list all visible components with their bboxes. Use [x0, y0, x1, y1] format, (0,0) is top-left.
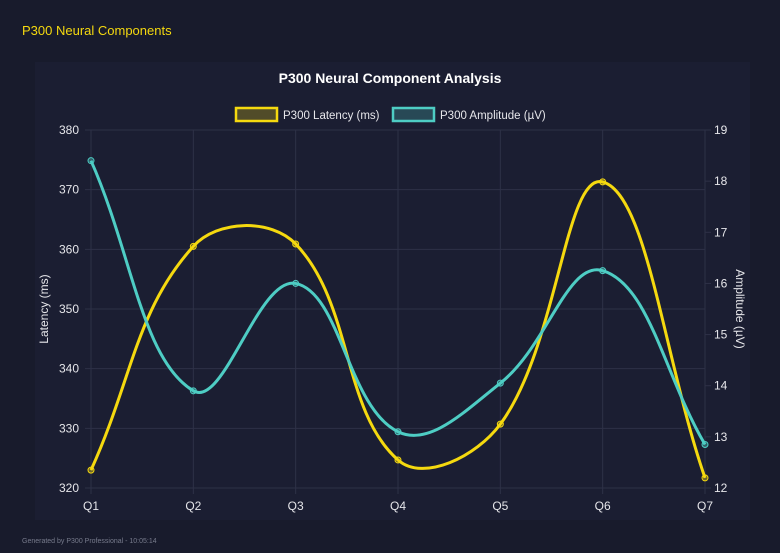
data-point [87, 157, 95, 165]
data-point [292, 279, 300, 287]
data-point [292, 240, 300, 248]
y-right-tick-label: 14 [714, 379, 728, 393]
y-left-tick-label: 360 [59, 242, 79, 256]
page-title: P300 Neural Components [22, 23, 172, 38]
data-point [189, 387, 197, 395]
data-point [701, 441, 709, 449]
legend-swatch [391, 106, 436, 123]
x-tick-label: Q7 [697, 499, 713, 513]
y-right-tick-label: 18 [714, 174, 728, 188]
footer-text: Generated by P300 Professional - 10:05:1… [22, 538, 157, 545]
x-tick-label: Q2 [185, 499, 201, 513]
data-point [496, 379, 504, 387]
data-point [189, 242, 197, 250]
legend-label: P300 Latency (ms) [283, 110, 380, 122]
x-tick-label: Q3 [288, 499, 304, 513]
data-point [496, 420, 504, 428]
y-left-tick-label: 330 [59, 421, 79, 435]
y-left-tick-label: 320 [59, 481, 79, 495]
legend-swatch [234, 106, 279, 123]
y-left-tick-label: 380 [59, 123, 79, 137]
y-left-tick-label: 350 [59, 302, 79, 316]
data-point [599, 178, 607, 186]
legend-label: P300 Amplitude (µV) [440, 110, 546, 122]
y-right-tick-label: 17 [714, 225, 728, 239]
x-tick-label: Q6 [595, 499, 611, 513]
y-left-axis-label: Latency (ms) [37, 274, 51, 343]
y-right-axis-label: Amplitude (µV) [733, 269, 747, 349]
series-line-latency [89, 180, 707, 479]
data-point [87, 466, 95, 474]
x-tick-label: Q4 [390, 499, 406, 513]
data-point [701, 474, 709, 482]
chart-title: P300 Neural Component Analysis [279, 70, 502, 86]
y-left-tick-label: 340 [59, 362, 79, 376]
data-point [599, 267, 607, 275]
y-left-tick-label: 370 [59, 183, 79, 197]
y-right-tick-label: 15 [714, 328, 728, 342]
data-point [394, 428, 402, 436]
series-line-amplitude [89, 160, 707, 446]
y-right-tick-label: 12 [714, 481, 728, 495]
y-right-tick-label: 19 [714, 123, 728, 137]
x-tick-label: Q5 [492, 499, 508, 513]
x-tick-label: Q1 [83, 499, 99, 513]
y-right-tick-label: 16 [714, 276, 728, 290]
data-point [394, 456, 402, 464]
y-right-tick-label: 13 [714, 430, 728, 444]
